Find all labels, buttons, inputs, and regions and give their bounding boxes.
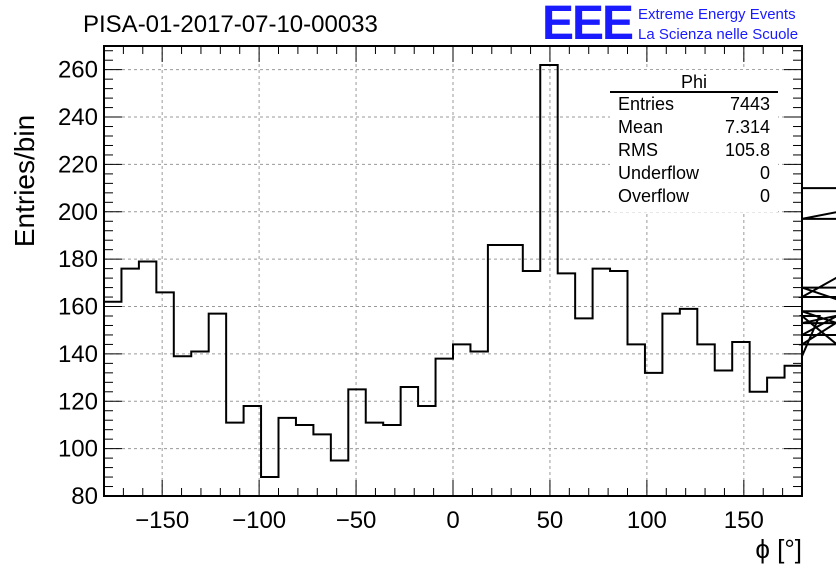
x-tick-label: −100 xyxy=(232,507,286,534)
stats-box-title: Phi xyxy=(681,72,707,92)
x-tick-label: 150 xyxy=(724,507,764,534)
stats-row-label: Mean xyxy=(618,117,663,137)
stats-row-value: 105.8 xyxy=(725,140,770,160)
y-tick-label: 80 xyxy=(71,483,98,510)
x-tick-label: −150 xyxy=(135,507,189,534)
y-tick-label: 160 xyxy=(58,294,98,321)
y-tick-label: 240 xyxy=(58,104,98,131)
x-tick-label: 50 xyxy=(537,507,564,534)
tick-labels: −150 −100 −50 0 50 100 150 80 100 120 140 160 180 200… xyxy=(58,57,764,534)
y-tick-label: 180 xyxy=(58,246,98,273)
x-tick-label: 100 xyxy=(627,507,667,534)
x-tick-label: −50 xyxy=(336,507,377,534)
y-tick-label: 140 xyxy=(58,341,98,368)
stats-box: Phi Entries 7443 Mean 7.314 RMS 105.8 Underflow… xyxy=(610,70,778,212)
eee-logo: EEE Extreme Energy Events La Scienza nel… xyxy=(540,0,836,50)
logo-line-2: La Scienza nelle Scuole xyxy=(638,26,799,43)
axes-frame xyxy=(103,45,803,497)
y-tick-label: 200 xyxy=(58,199,98,226)
y-tick-label: 120 xyxy=(58,388,98,415)
chart-title: PISA-01-2017-07-10-00033 xyxy=(83,11,378,38)
stats-row-value: 7.314 xyxy=(725,117,770,137)
histogram-step-line xyxy=(104,63,836,479)
stats-row-value: 0 xyxy=(760,186,770,206)
y-axis-label: Entries/bin xyxy=(9,115,40,247)
x-axis-label: ϕ [°] xyxy=(755,534,802,564)
y-tick-label: 100 xyxy=(58,436,98,463)
stats-row-value: 7443 xyxy=(730,94,770,114)
stats-box-background xyxy=(610,70,778,212)
stats-row-label: Underflow xyxy=(618,163,700,183)
stats-row-label: Entries xyxy=(618,94,674,114)
stats-row-label: Overflow xyxy=(618,186,690,206)
stats-row-value: 0 xyxy=(760,163,770,183)
stats-row-label: RMS xyxy=(618,140,658,160)
y-tick-label: 260 xyxy=(58,57,98,84)
histogram-bars xyxy=(104,63,836,479)
eee-logo-letters: EEE xyxy=(542,0,634,50)
x-tick-label: 0 xyxy=(446,507,459,534)
logo-line-1: Extreme Energy Events xyxy=(638,6,796,23)
y-tick-label: 220 xyxy=(58,151,98,178)
